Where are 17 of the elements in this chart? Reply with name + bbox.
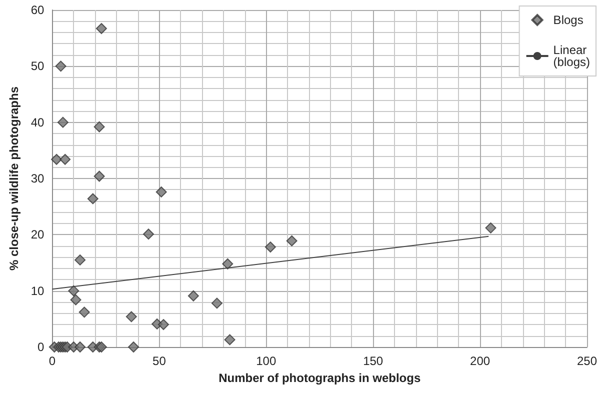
legend-label: Linear (blogs) — [553, 43, 590, 69]
x-tick-label: 50 — [152, 354, 166, 368]
y-tick-label: 60 — [30, 3, 45, 17]
x-tick-label: 250 — [576, 354, 598, 368]
y-tick-label: 40 — [30, 115, 45, 130]
y-tick-label: 0 — [38, 340, 45, 354]
y-tick-label: 20 — [30, 228, 45, 242]
y-tick-label: 50 — [30, 59, 45, 74]
y-tick-label: 10 — [30, 284, 45, 298]
x-axis-title: Number of photographs in weblogs — [218, 370, 421, 385]
x-tick-label: 200 — [470, 354, 490, 368]
x-tick-label: 100 — [256, 354, 276, 368]
y-axis-title: % close-up wildlife photographs — [7, 86, 21, 271]
x-tick-label: 0 — [48, 354, 56, 368]
y-tick-label: 30 — [30, 172, 45, 186]
x-tick-label: 150 — [363, 354, 384, 368]
legend-label: Blogs — [553, 13, 584, 27]
